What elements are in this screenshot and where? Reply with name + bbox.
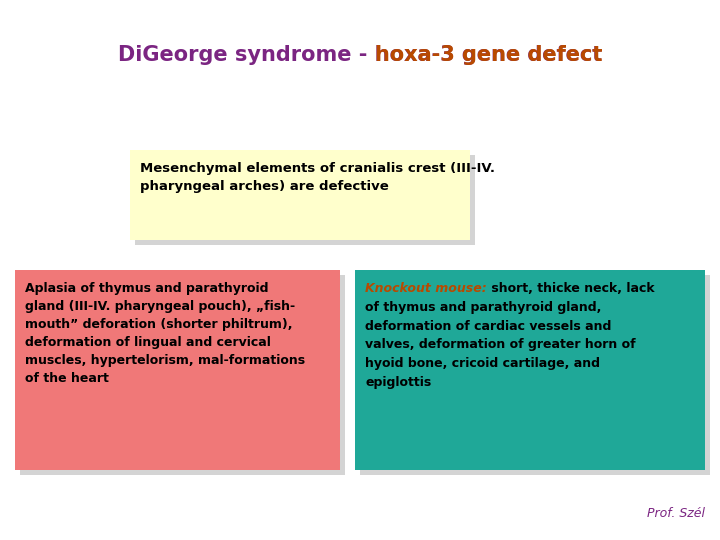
FancyBboxPatch shape (15, 270, 340, 470)
Text: DiGeorge syndrome - hoxa-3 gene defect: DiGeorge syndrome - hoxa-3 gene defect (118, 45, 602, 65)
Text: epiglottis: epiglottis (365, 376, 431, 389)
Text: Knockout mouse:: Knockout mouse: (365, 282, 487, 295)
FancyBboxPatch shape (135, 155, 475, 245)
Text: of thymus and parathyroid gland,: of thymus and parathyroid gland, (365, 301, 601, 314)
Text: hyoid bone, cricoid cartilage, and: hyoid bone, cricoid cartilage, and (365, 357, 600, 370)
FancyBboxPatch shape (360, 275, 710, 475)
FancyBboxPatch shape (355, 270, 705, 470)
Text: valves, deformation of greater horn of: valves, deformation of greater horn of (365, 338, 636, 351)
Text: hoxa-3 gene defect: hoxa-3 gene defect (374, 45, 602, 65)
FancyBboxPatch shape (130, 150, 470, 240)
Text: Mesenchymal elements of cranialis crest (III-IV.
pharyngeal arches) are defectiv: Mesenchymal elements of cranialis crest … (140, 162, 495, 193)
Text: deformation of cardiac vessels and: deformation of cardiac vessels and (365, 320, 611, 333)
Text: Aplasia of thymus and parathyroid
gland (III-IV. pharyngeal pouch), „fish-
mouth: Aplasia of thymus and parathyroid gland … (25, 282, 305, 385)
FancyBboxPatch shape (20, 275, 345, 475)
Text: Prof. Szél: Prof. Szél (647, 507, 705, 520)
Text: short, thicke neck, lack: short, thicke neck, lack (487, 282, 654, 295)
